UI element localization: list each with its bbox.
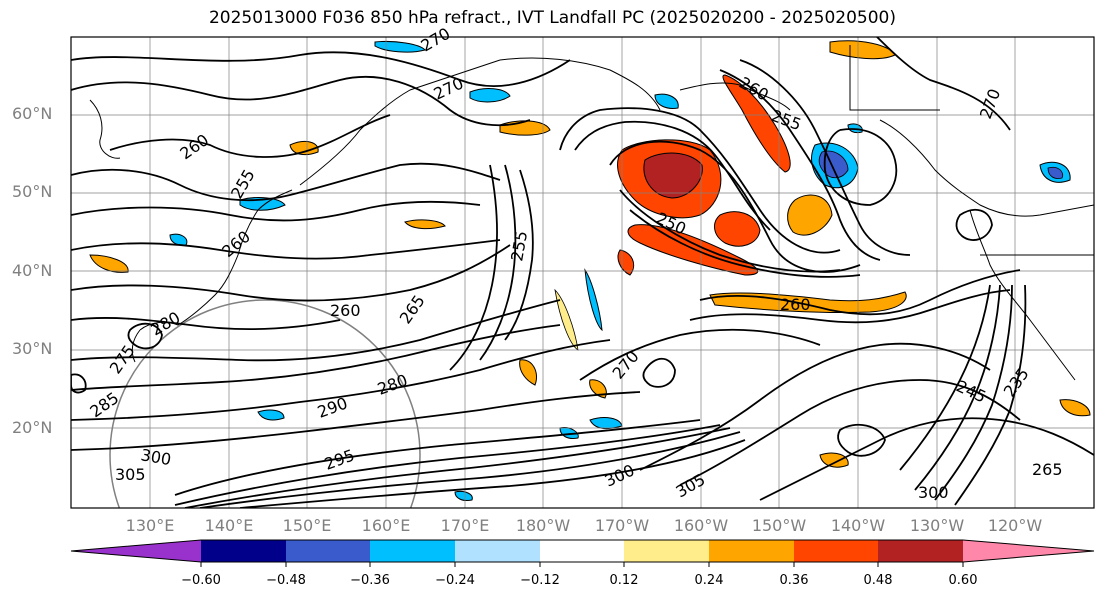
colorbar-tick-label: −0.24 <box>435 573 475 588</box>
map-title: 2025013000 F036 850 hPa refract., IVT La… <box>208 8 896 28</box>
colorbar-tick-label: 0.36 <box>779 573 809 588</box>
colorbar-segment <box>370 540 455 562</box>
colorbar <box>70 539 1095 567</box>
latitude-label: 50°N <box>12 182 53 201</box>
longitude-label: 160°W <box>673 516 729 535</box>
colorbar-segment <box>878 540 963 562</box>
longitude-label: 160°E <box>361 516 411 535</box>
colorbar-tick-label: −0.12 <box>520 573 560 588</box>
colorbar-tick-label: −0.36 <box>350 573 390 588</box>
latitude-label: 60°N <box>12 104 53 123</box>
colorbar-segment <box>709 540 794 562</box>
longitude-label: 150°W <box>751 516 807 535</box>
colorbar-segment <box>71 540 201 562</box>
contour-label: 260 <box>780 295 811 314</box>
colorbar-segment <box>794 540 878 562</box>
longitude-label: 140°E <box>204 516 254 535</box>
map-frame <box>70 36 1095 509</box>
colorbar-segment <box>286 540 370 562</box>
longitude-label: 170°E <box>440 516 490 535</box>
longitude-label: 130°E <box>125 516 175 535</box>
colorbar-tick-label: 0.24 <box>694 573 724 588</box>
longitude-label: 140°W <box>830 516 886 535</box>
colorbar-segment <box>455 540 540 562</box>
latitude-label: 20°N <box>12 418 53 437</box>
colorbar-segment <box>624 540 709 562</box>
latitude-label: 30°N <box>12 339 53 358</box>
map-plot-area <box>71 37 1094 508</box>
coastlines <box>89 45 1094 381</box>
colorbar-tick-label: −0.48 <box>266 573 306 588</box>
longitude-label: 170°W <box>594 516 650 535</box>
colorbar-segment <box>201 540 286 562</box>
reference-circle <box>109 299 421 508</box>
longitude-label: 120°W <box>987 516 1043 535</box>
positive-anomaly-shading <box>89 40 1091 468</box>
colorbar-tick-label: 0.12 <box>609 573 639 588</box>
colorbar-tick-label: 0.60 <box>948 573 978 588</box>
longitude-label: 150°E <box>282 516 332 535</box>
contour-label: 300 <box>918 483 949 502</box>
longitude-label: 130°W <box>909 516 965 535</box>
contour-label: 260 <box>330 301 361 320</box>
colorbar-segment <box>540 540 624 562</box>
longitude-label: 180°W <box>515 516 571 535</box>
colorbar-segment <box>963 540 1094 562</box>
colorbar-tick-label: 0.48 <box>863 573 893 588</box>
colorbar-tick-label: −0.60 <box>181 573 221 588</box>
contour-label: 305 <box>115 465 146 484</box>
contour-label: 265 <box>1032 460 1063 479</box>
latitude-label: 40°N <box>12 261 53 280</box>
refractivity-contours <box>71 37 1094 508</box>
